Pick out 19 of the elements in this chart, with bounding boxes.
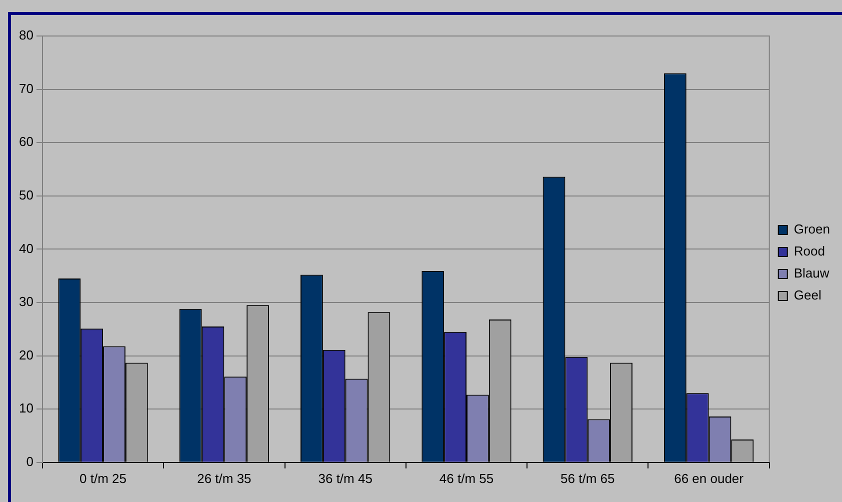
x-tick-label: 26 t/m 35 — [197, 470, 252, 486]
y-tick-label: 60 — [18, 134, 34, 150]
y-tick-label: 80 — [18, 28, 34, 43]
y-tick-label: 70 — [18, 80, 34, 96]
x-tick-label: 46 t/m 55 — [439, 470, 494, 486]
legend-label: Blauw — [794, 266, 830, 281]
x-tick-label: 66 en ouder — [674, 470, 744, 486]
y-tick-label: 50 — [18, 187, 34, 202]
y-tick-label: 10 — [18, 400, 34, 416]
y-tick-label: 30 — [18, 294, 34, 310]
y-tick-label: 40 — [18, 240, 34, 256]
legend-label: Rood — [794, 244, 825, 259]
y-tick-label: 0 — [26, 454, 34, 469]
legend-label: Geel — [794, 288, 822, 303]
x-tick-label: 0 t/m 25 — [80, 470, 127, 486]
legend-label: Groen — [794, 222, 830, 237]
x-tick-label: 36 t/m 45 — [318, 470, 372, 486]
x-tick-label: 56 t/m 65 — [560, 470, 615, 486]
y-tick-label: 20 — [18, 347, 34, 362]
